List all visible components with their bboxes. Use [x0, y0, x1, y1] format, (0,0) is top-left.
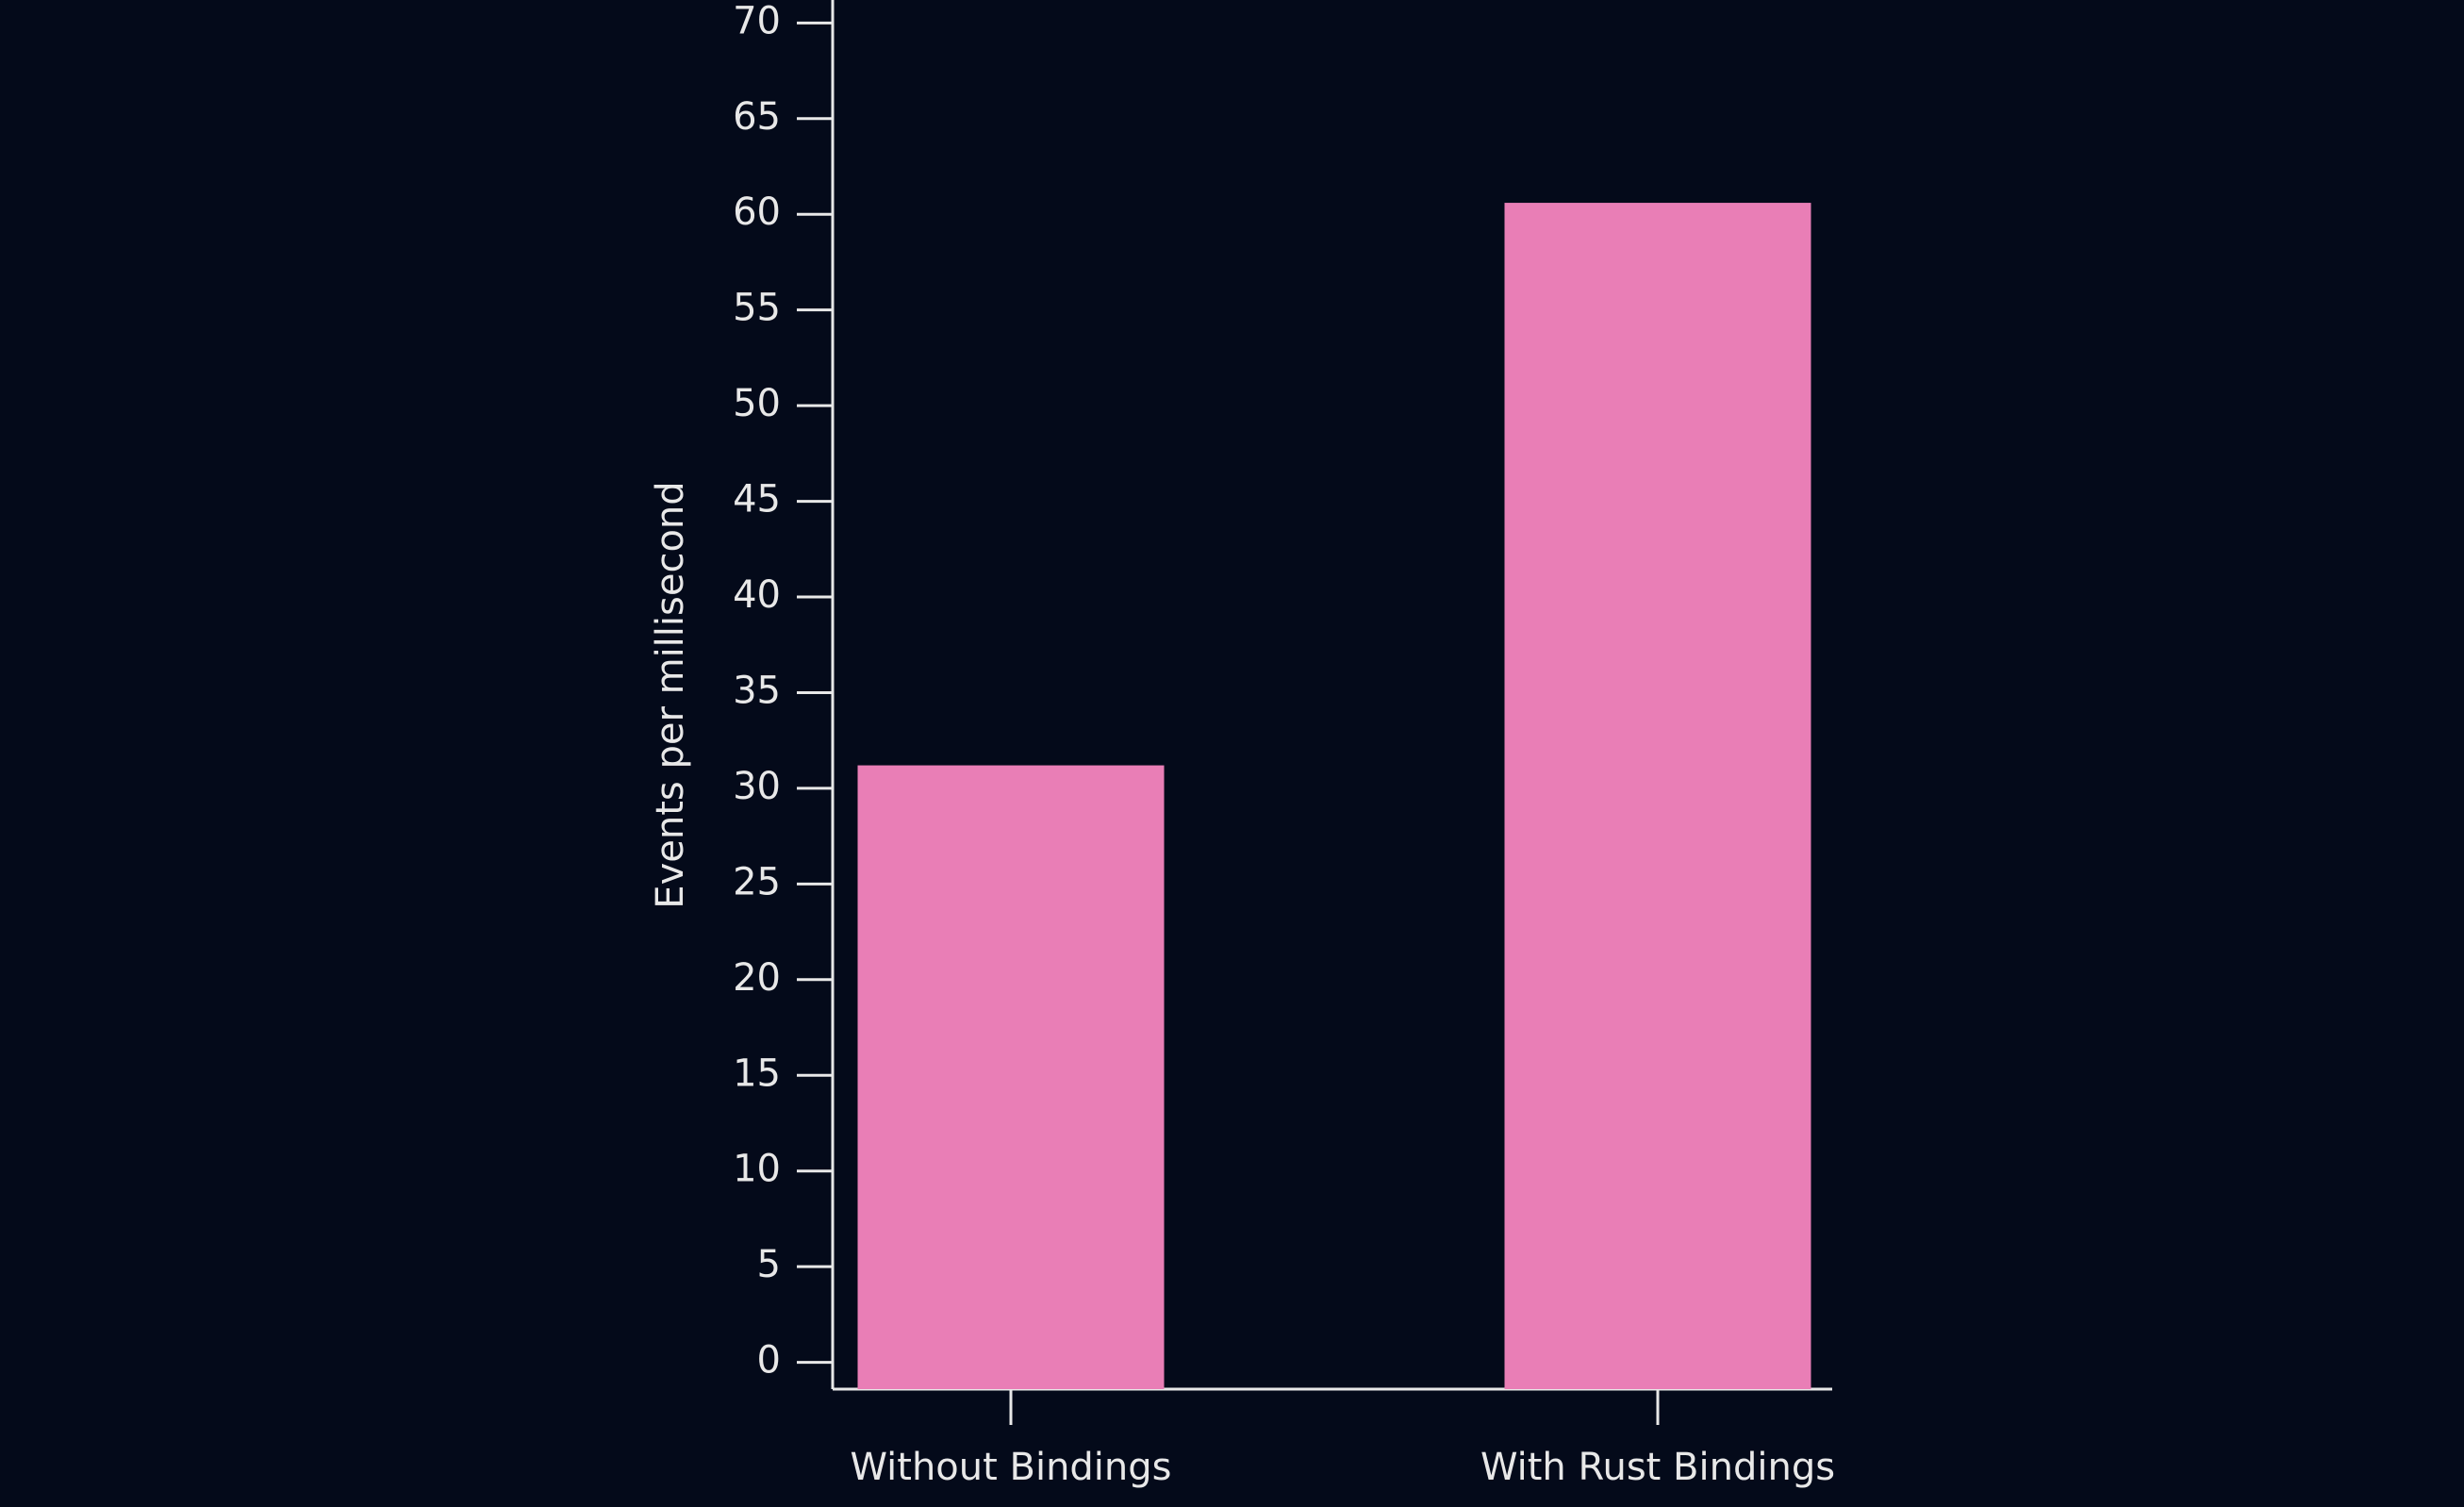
y-tick-label: 45 [733, 478, 781, 522]
y-tick-label: 0 [757, 1339, 781, 1383]
y-tick-label: 30 [733, 765, 781, 808]
y-tick-label: 25 [733, 860, 781, 903]
y-tick-label: 20 [733, 956, 781, 1000]
x-tick-label: Without Bindings [850, 1446, 1171, 1489]
y-axis-label: Events per millisecond [649, 481, 692, 908]
y-tick-label: 15 [733, 1052, 781, 1095]
y-tick-label: 5 [757, 1243, 781, 1286]
y-tick-label: 35 [733, 669, 781, 712]
y-tick-label: 55 [733, 287, 781, 330]
y-tick-label: 70 [733, 0, 781, 42]
bar [857, 765, 1165, 1389]
bar [1504, 203, 1811, 1389]
y-tick-label: 65 [733, 95, 781, 139]
y-tick-label: 60 [733, 190, 781, 234]
y-tick-label: 40 [733, 573, 781, 617]
y-tick-label: 10 [733, 1148, 781, 1191]
x-tick-label: With Rust Bindings [1480, 1446, 1835, 1489]
y-tick-label: 50 [733, 382, 781, 425]
